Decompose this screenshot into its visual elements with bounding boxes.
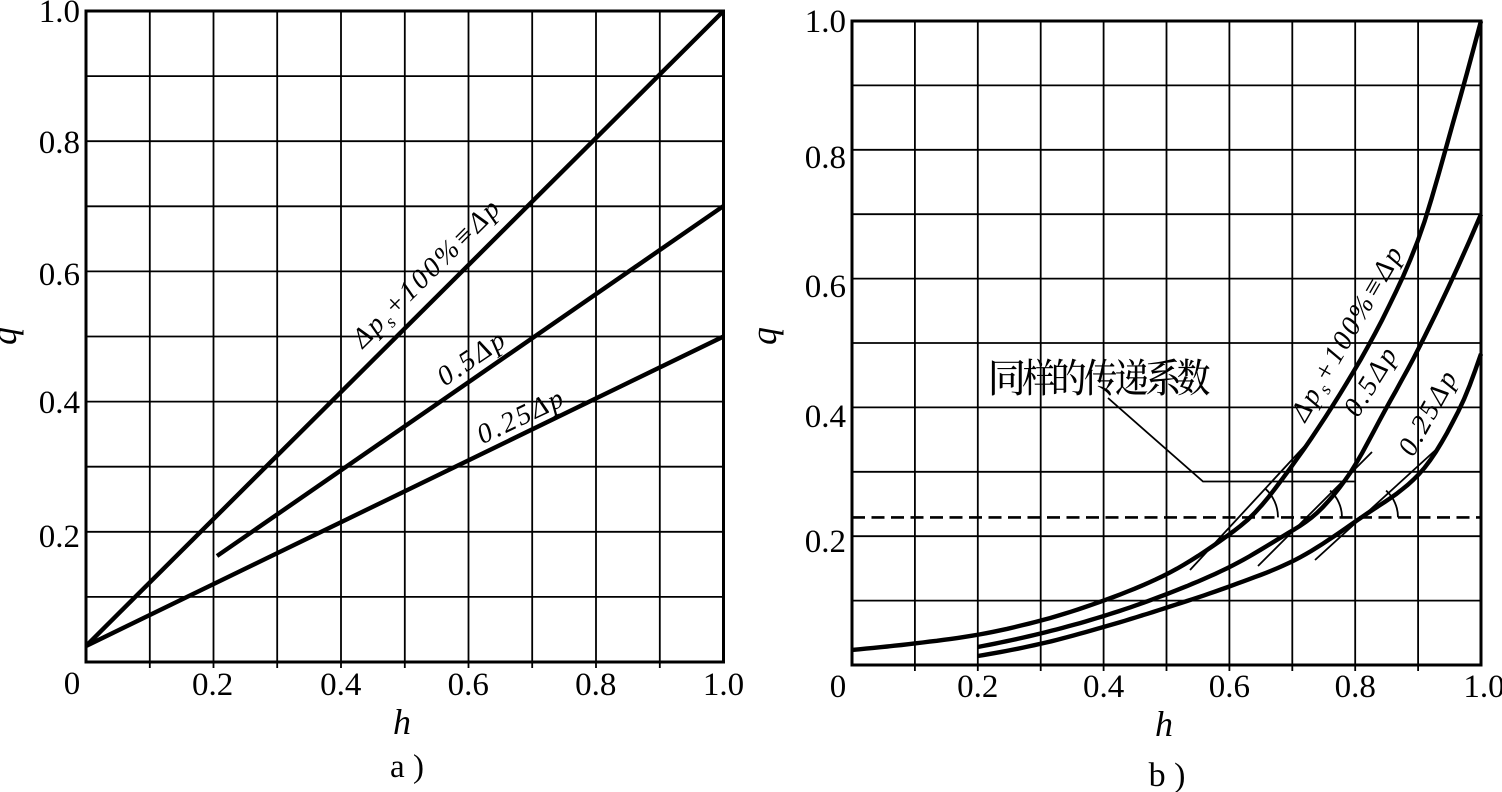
svg-text:1.0: 1.0	[703, 667, 744, 703]
svg-text:0.4: 0.4	[1083, 669, 1124, 705]
svg-text:0.6: 0.6	[1209, 669, 1250, 705]
svg-text:0.2: 0.2	[957, 669, 998, 705]
svg-text:q: q	[0, 327, 24, 345]
svg-text:q: q	[744, 327, 784, 345]
svg-text:b ): b )	[1149, 757, 1186, 792]
svg-text:h: h	[1155, 704, 1173, 744]
svg-text:0.2: 0.2	[39, 519, 80, 555]
svg-text:1.0: 1.0	[805, 4, 846, 40]
svg-text:0.8: 0.8	[1335, 669, 1376, 705]
svg-text:0.6: 0.6	[448, 667, 489, 703]
svg-text:0.4: 0.4	[805, 399, 846, 435]
svg-text:0.2: 0.2	[805, 524, 846, 560]
svg-text:0.4: 0.4	[39, 385, 80, 421]
svg-text:0.8: 0.8	[39, 125, 80, 161]
svg-text:0.8: 0.8	[805, 140, 846, 176]
svg-text:0.8: 0.8	[575, 667, 616, 703]
svg-text:a ): a )	[390, 749, 424, 785]
svg-text:1.0: 1.0	[1463, 669, 1502, 705]
svg-text:h: h	[393, 702, 411, 742]
svg-text:1.0: 1.0	[39, 0, 80, 30]
svg-text:0: 0	[830, 669, 847, 705]
svg-text:0.6: 0.6	[805, 269, 846, 305]
svg-text:0.4: 0.4	[320, 667, 361, 703]
svg-text:0: 0	[64, 666, 81, 702]
svg-text:0.6: 0.6	[39, 257, 80, 293]
svg-text:0.2: 0.2	[192, 667, 233, 703]
